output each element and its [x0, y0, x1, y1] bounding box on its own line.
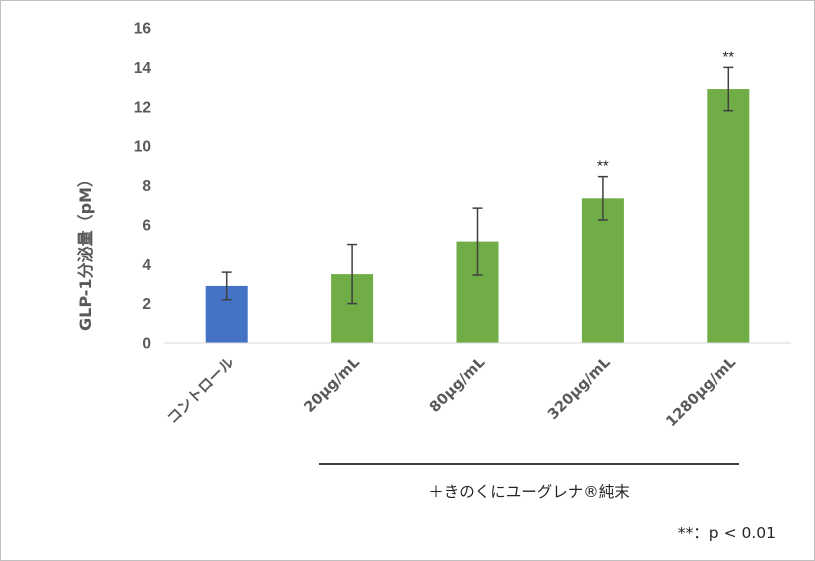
y-tick-label: 6 — [142, 217, 151, 234]
y-tick-label: 12 — [134, 99, 151, 116]
x-tick-label: 20μg/mL — [301, 355, 362, 416]
bar — [707, 89, 750, 343]
significance-footnote: **：p < 0.01 — [678, 524, 776, 542]
y-tick-label: 14 — [134, 60, 152, 77]
group-label: ＋きのくにユーグレナ®純末 — [428, 483, 630, 501]
x-tick-label: 1280μg/mL — [663, 355, 739, 431]
x-tick-label: コントロール — [165, 354, 238, 427]
y-tick-label: 10 — [134, 139, 151, 156]
y-tick-label: 8 — [142, 178, 151, 195]
bars-layer — [205, 89, 750, 343]
error-bar — [221, 271, 232, 301]
x-tick-label: 80μg/mL — [427, 355, 488, 416]
significance-marker: ** — [597, 158, 609, 175]
y-axis: 0 2 4 6 8 10 12 14 16 — [134, 21, 152, 353]
y-tick-label: 4 — [142, 257, 151, 274]
y-tick-label: 16 — [134, 21, 152, 38]
error-bar — [472, 207, 483, 276]
significance-marker: ** — [722, 48, 734, 65]
y-tick-label: 2 — [142, 296, 151, 313]
error-bar — [723, 66, 734, 112]
x-tick-label: 320μg/mL — [545, 355, 614, 424]
y-axis-title: GLP-1分泌量（pM） — [76, 171, 95, 331]
error-bars-layer — [221, 66, 734, 305]
error-bar — [597, 175, 608, 221]
error-bar — [347, 243, 358, 305]
significance-layer: ** ** — [597, 48, 734, 174]
bar — [581, 198, 624, 343]
category-labels: コントロール 20μg/mL 80μg/mL 320μg/mL 1280μg/mL — [165, 354, 739, 430]
y-tick-label: 0 — [142, 336, 151, 353]
